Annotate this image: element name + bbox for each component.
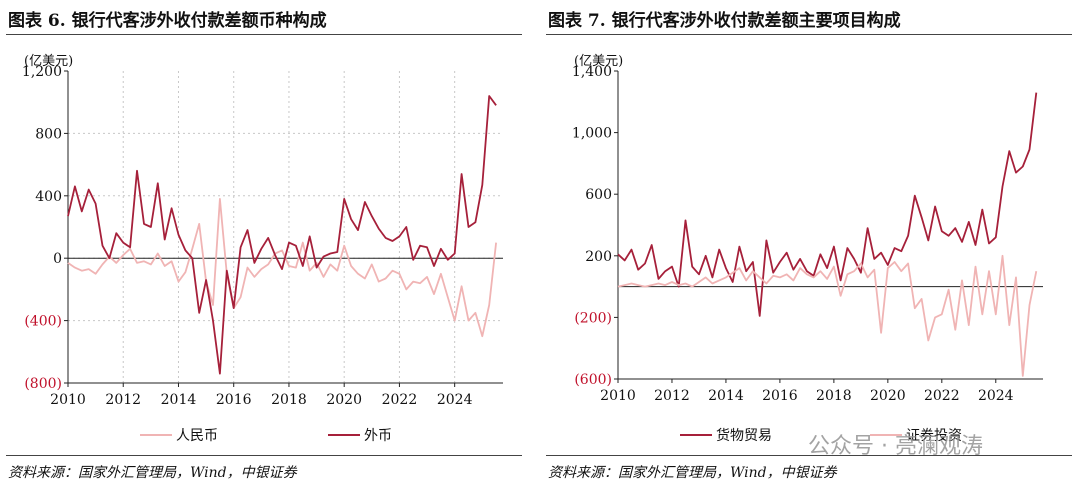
left-x-tick-label: 2018 <box>271 392 307 408</box>
right-y-tick-label: (600) <box>574 372 612 388</box>
left-title-rule <box>6 34 522 35</box>
left-y-tick-label: 400 <box>35 189 62 205</box>
left-x-tick-label: 2016 <box>216 392 252 408</box>
left-y-tick-label: 800 <box>35 126 62 142</box>
left-x-tick-label: 2020 <box>326 392 362 408</box>
left-legend-label-0: 人民币 <box>176 428 218 444</box>
left-y-tick-label: 1,200 <box>22 64 62 80</box>
right-x-tick-label: 2016 <box>762 388 798 404</box>
right-chart: 1,400 1,000 600 200 (200) (600)2010 2012 2014 20… <box>572 54 1043 444</box>
right-source-note: 资料来源：国家外汇管理局，Wind，中银证券 <box>548 465 837 481</box>
right-legend-label-0: 货物贸易 <box>716 427 772 444</box>
right-x-tick-label: 2022 <box>924 388 960 404</box>
left-series-line-1 <box>67 95 497 375</box>
left-series-line-0 <box>67 197 497 338</box>
right-x-tick-label: 2024 <box>978 388 1014 404</box>
left-x-tick-label: 2010 <box>50 392 86 408</box>
right-title-rule <box>546 34 1072 35</box>
left-x-tick-label: 2014 <box>161 392 197 408</box>
left-footer-rule <box>6 455 522 456</box>
right-y-tick-label: (200) <box>574 310 612 326</box>
right-legend-label-1: 证券投资 <box>906 428 962 444</box>
left-chart-title: 图表 6. 银行代客涉外收付款差额币种构成 <box>8 11 327 31</box>
left-source-note: 资料来源：国家外汇管理局，Wind，中银证券 <box>8 465 297 481</box>
left-x-tick-label: 2012 <box>105 392 141 408</box>
right-chart-title: 图表 7. 银行代客涉外收付款差额主要项目构成 <box>548 11 901 31</box>
right-y-tick-label: 600 <box>585 187 612 203</box>
left-chart: 1,200 800 400 0 (400) (800)2010 2012 2014 2016 20… <box>22 54 503 444</box>
left-y-tick-label: 0 <box>53 251 62 267</box>
right-y-tick-label: 1,000 <box>572 126 612 142</box>
right-footer-rule <box>546 455 1072 456</box>
right-x-tick-label: 2012 <box>654 388 690 404</box>
right-series-line-1 <box>617 254 1038 377</box>
right-y-tick-label: 1,400 <box>572 64 612 80</box>
right-x-tick-label: 2010 <box>600 388 636 404</box>
watermark: 公众号 · 亮澜观涛 <box>808 434 983 459</box>
left-x-tick-label: 2022 <box>382 392 418 408</box>
right-x-tick-label: 2018 <box>816 388 852 404</box>
left-y-tick-label: (400) <box>24 314 62 330</box>
right-y-tick-label: 200 <box>585 249 612 265</box>
left-unit-label: (亿美元) <box>24 54 73 69</box>
left-x-tick-label: 2024 <box>437 392 473 408</box>
right-x-tick-label: 2020 <box>870 388 906 404</box>
left-legend-label-1: 外币 <box>364 428 392 444</box>
right-series-line-0 <box>617 92 1038 317</box>
right-unit-label: (亿美元) <box>574 54 623 69</box>
right-x-tick-label: 2014 <box>708 388 744 404</box>
left-y-tick-label: (800) <box>24 376 62 392</box>
